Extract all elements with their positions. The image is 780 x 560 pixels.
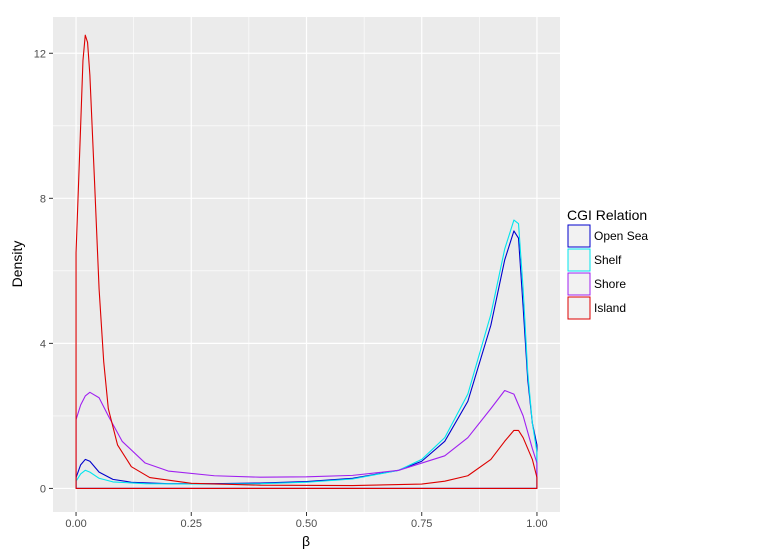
x-axis-title: β (302, 533, 310, 549)
series-shelf-curve (75, 219, 538, 489)
x-tick-label: 0.75 (411, 518, 432, 530)
legend-items: Open Sea Shelf Shore Island (567, 224, 648, 320)
legend-title: CGI Relation (567, 207, 647, 223)
legend-label-open-sea: Open Sea (594, 229, 648, 243)
x-tick-label: 0.25 (181, 518, 202, 530)
major-grid (53, 17, 560, 512)
legend-key-shelf (567, 248, 591, 272)
legend: CGI Relation Open Sea Shelf Shore Island (567, 207, 648, 320)
x-tick-label: 0.50 (296, 518, 317, 530)
series-shore-curve (75, 389, 538, 489)
legend-label-shore: Shore (594, 277, 626, 291)
legend-label-island: Island (594, 301, 626, 315)
series-layer (75, 34, 538, 489)
legend-label-shelf: Shelf (594, 253, 622, 267)
legend-key-open-sea (567, 224, 591, 248)
y-axis-ticks: 0 4 8 12 (34, 48, 53, 495)
y-tick-label: 12 (34, 48, 46, 60)
x-tick-label: 1.00 (526, 518, 547, 530)
y-tick-label: 8 (40, 193, 46, 205)
series-island-curve (75, 34, 538, 489)
y-tick-label: 0 (40, 483, 46, 495)
x-axis-ticks: 0.00 0.25 0.50 0.75 1.00 (65, 512, 548, 530)
y-axis-title: Density (9, 241, 25, 288)
legend-key-island (567, 296, 591, 320)
y-tick-label: 4 (40, 338, 46, 350)
legend-key-shore (567, 272, 591, 296)
x-tick-label: 0.00 (65, 518, 86, 530)
